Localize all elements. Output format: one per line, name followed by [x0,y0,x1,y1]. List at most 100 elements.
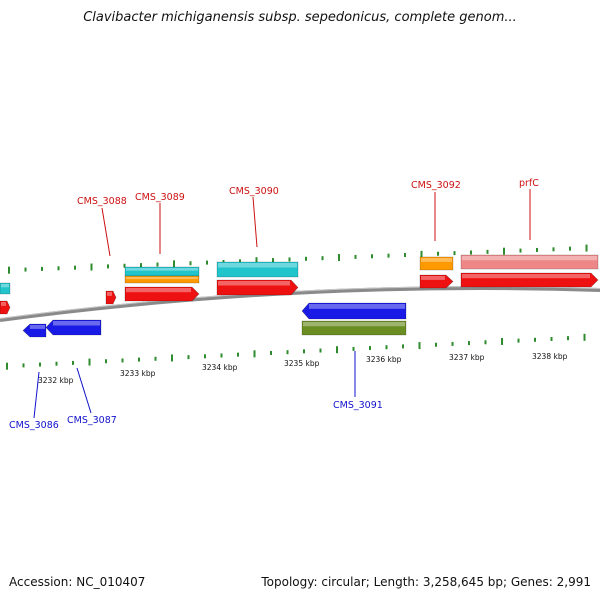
tick-mark [404,253,406,258]
tick-mark [371,254,373,259]
tick-mark [187,355,190,360]
tick-mark [484,340,487,345]
feature-track [0,254,599,338]
tick-mark [437,251,439,256]
tick-mark [88,358,91,366]
tick-mark [517,338,520,343]
tick-mark [552,247,555,252]
gene-label-cms-3089[interactable]: CMS_3089 [135,192,185,203]
tick-mark [286,350,289,355]
tick-mark [41,266,43,271]
gene-feature-cms-3086[interactable] [22,323,47,338]
lower-tick-track [6,333,586,370]
gene-feature-cms-3089[interactable] [124,266,200,277]
gene-label-prfc[interactable]: prfC [519,178,539,189]
tick-mark [435,342,437,347]
gene-label-cms-3092[interactable]: CMS_3092 [411,180,461,191]
tick-mark [354,254,357,259]
tick-mark [72,360,74,365]
tick-mark [171,354,173,362]
tick-label: 3233 kbp [120,369,156,378]
tick-mark [486,249,489,254]
tick-mark [536,247,538,252]
tick-mark [239,259,241,264]
tick-mark [418,342,421,350]
tick-label: 3235 kbp [284,359,320,368]
tick-mark [253,350,256,358]
gene-feature-prfc[interactable] [460,254,599,270]
gene-label-cms-3088[interactable]: CMS_3088 [77,196,127,207]
gene-feature-cms-3087[interactable] [45,319,102,336]
tick-mark [156,262,159,267]
cds-feature-partial[interactable] [0,300,11,315]
tick-mark [272,258,274,263]
tick-mark [336,346,338,354]
gene-label-cms-3091[interactable]: CMS_3091 [333,400,383,411]
label-leader-line [252,196,258,248]
tick-mark [451,341,454,346]
tick-mark [173,260,175,268]
tick-mark [550,336,553,341]
tick-mark [24,267,27,272]
tick-mark [204,354,206,359]
tick-mark [585,244,588,252]
tick-mark [583,333,586,341]
cds-feature-cms-3089[interactable] [124,286,200,302]
tick-mark [105,359,107,364]
gene-feature-partial[interactable] [0,282,11,295]
cds-feature-cms-3090[interactable] [216,279,299,296]
tick-mark [402,344,404,349]
tick-mark [503,247,505,255]
label-leader-line [76,367,92,414]
gene-labels: CMS_3088 CMS_3089 CMS_3090 CMS_3092 prfC CMS_… [9,178,539,431]
accession-label: Accession: NC_010407 [9,575,146,589]
genome-summary: Topology: circular; Length: 3,258,645 bp… [261,575,591,589]
cds-feature-cms-3092[interactable] [419,274,454,289]
tick-mark [534,337,536,342]
tick-label: 3238 kbp [532,352,568,361]
gene-label-cms-3090[interactable]: CMS_3090 [229,186,279,197]
label-leader-line [33,371,40,419]
cds-feature-cms-3088[interactable] [105,290,117,305]
genome-backbone-highlight [0,286,600,319]
tick-mark [22,363,25,368]
gene-label-cms-3086[interactable]: CMS_3086 [9,420,59,431]
tick-mark [154,356,157,361]
tick-mark [453,251,456,256]
tick-mark [206,260,208,265]
tick-label: 3234 kbp [202,363,238,372]
gene-feature-cms-3091-olive[interactable] [301,320,407,336]
tick-mark [468,341,470,346]
tick-mark [319,348,322,353]
tick-mark [288,257,291,262]
label-leader-line [101,207,111,257]
tick-mark [255,257,258,265]
tick-mark [501,337,503,345]
gene-feature-cms-3092[interactable] [419,256,454,271]
tick-mark [237,352,239,357]
tick-mark [74,265,76,270]
tick-mark [8,266,10,274]
tick-mark [189,261,192,266]
tick-mark [270,351,272,355]
tick-mark [303,349,305,354]
tick-labels: 3232 kbp 3233 kbp 3234 kbp 3235 kbp 3236 kbp… [38,352,568,385]
map-title: Clavibacter michiganensis subsp. sepedon… [83,10,517,25]
tick-mark [138,357,140,362]
tick-mark [6,362,8,370]
label-leaders [33,189,531,419]
gene-feature-cms-3089-orange[interactable] [124,275,200,284]
tick-mark [140,263,142,268]
upper-tick-track [8,244,588,274]
tick-label: 3236 kbp [366,355,402,364]
tick-mark [305,256,307,261]
tick-mark [567,336,569,341]
tick-mark [222,259,225,264]
gene-label-cms-3087[interactable]: CMS_3087 [67,415,117,426]
tick-mark [90,263,93,271]
cds-feature-prfc[interactable] [460,272,599,288]
gene-feature-cms-3090[interactable] [216,261,299,278]
gene-feature-cms-3091[interactable] [301,302,407,320]
tick-mark [321,256,324,261]
